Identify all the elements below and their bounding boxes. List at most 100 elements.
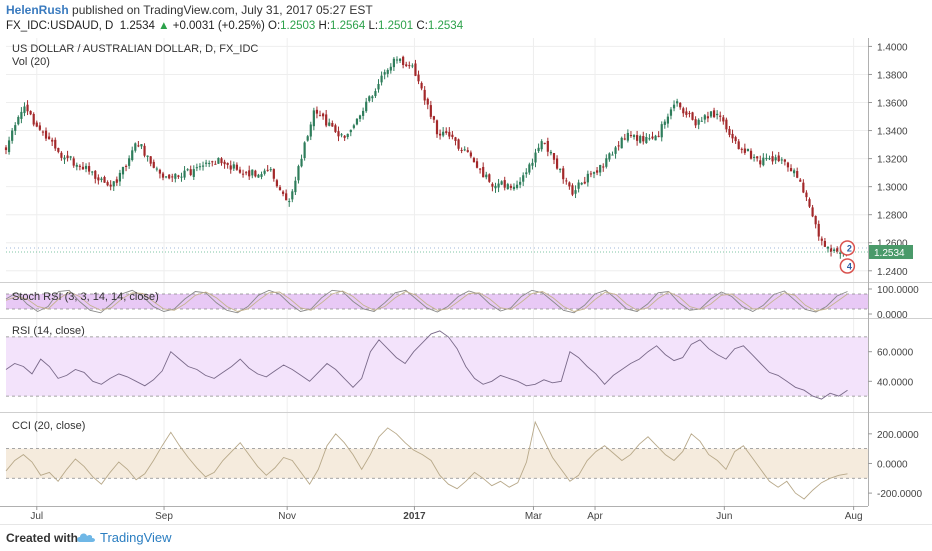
candle-body [703,115,706,120]
candle-body [805,192,808,198]
last-price-label: 1.2534 [874,248,905,259]
candle-body [574,190,577,194]
candle-body [365,101,368,112]
candle-body [217,157,220,164]
candle-body [51,139,54,142]
candle-body [7,140,11,153]
candle-body [414,63,417,76]
y-tick-label: 0.0000 [877,310,908,321]
candle-body [392,58,395,68]
candle-body [589,173,593,175]
candle-body [565,180,568,182]
candle-body [300,158,303,167]
candle-body [174,173,177,179]
candle-body [472,158,476,163]
candle-body [100,178,103,181]
author-link[interactable]: HelenRush [6,3,69,17]
y-tick-label: 40.0000 [877,377,914,388]
low-label: L: [368,20,379,32]
candle-body [281,191,285,194]
tradingview-brand[interactable]: TradingView [100,530,172,545]
candle-body [223,161,226,165]
candle-body [161,173,165,178]
candle-body [266,169,269,171]
candle-body [189,169,192,175]
candle-body [482,166,485,178]
candle-body [17,116,20,125]
candle-body [756,156,759,159]
candle-body [291,191,294,200]
candle-body [72,158,75,166]
candle-body [124,165,128,167]
candle-body [580,182,583,185]
open-label: O: [268,20,281,32]
candle-body [118,172,122,182]
candle-body [429,105,432,117]
candle-body [743,148,746,153]
candle-body [325,114,328,126]
candle-body [817,223,820,237]
candle-body [155,168,158,170]
candle-body [278,187,282,191]
candle-body [485,174,488,178]
candle-body [823,240,826,247]
candle-body [700,120,703,122]
candle-body [60,152,63,158]
candle-body [140,144,143,147]
candle-body [408,65,411,67]
publish-info: HelenRush published on TradingView.com, … [6,3,373,17]
y-tick-label: 1.2600 [877,239,908,250]
candle-body [180,176,183,178]
candle-body [602,166,605,168]
candle-body [131,150,134,160]
candle-body [442,131,445,136]
candle-body [679,102,682,108]
candle-body [251,169,254,176]
candle-body [177,175,180,177]
chart-area[interactable]: 1.4000 1.3800 1.3600 1.3400 1.3200 1.3000 1.28… [0,38,932,524]
y-tick-label: 100.0000 [877,285,919,296]
candle-body [134,143,137,151]
candle-body [69,156,72,158]
candle-body [426,98,429,105]
candle-body [552,152,556,160]
candle-body [171,176,174,178]
candle-body [534,152,537,163]
candle-body [275,180,279,187]
indicator-band [6,294,868,309]
candle-body [32,113,35,125]
x-tick-label: Jun [716,511,732,522]
candle-body [340,134,343,136]
candle-body [445,131,448,133]
candle-body [423,89,426,101]
candle-body [543,142,546,144]
candle-body [657,135,660,137]
candle-body [355,118,359,125]
candle-body [63,157,66,160]
symbol-legend: FX_IDC:USDAUD, D 1.2534 ▲ +0.0031 (+0.25… [6,20,463,32]
change-arrow-icon: ▲ [158,20,170,32]
candle-body [549,151,553,154]
candle-body [752,156,756,158]
candle-body [789,168,793,172]
price-change: +0.0031 (+0.25%) [172,20,265,32]
y-tick-label: 1.3400 [877,127,908,138]
candle-body [506,184,509,190]
candle-body [528,164,531,173]
candle-body [432,116,436,120]
candle-body [500,181,503,185]
candle-body [186,169,189,171]
close-value: 1.2534 [427,20,464,32]
tradingview-cloud-icon[interactable] [75,529,97,550]
candle-body [411,65,414,67]
candle-body [91,171,94,173]
candle-body [759,160,762,165]
candle-body [312,110,315,127]
candle-body [128,158,131,166]
y-tick-label: 60.0000 [877,348,914,359]
candle-body [663,121,666,125]
candle-body [386,69,389,74]
candle-body [666,116,669,124]
candle-body [402,56,405,65]
candle-body [272,169,275,179]
